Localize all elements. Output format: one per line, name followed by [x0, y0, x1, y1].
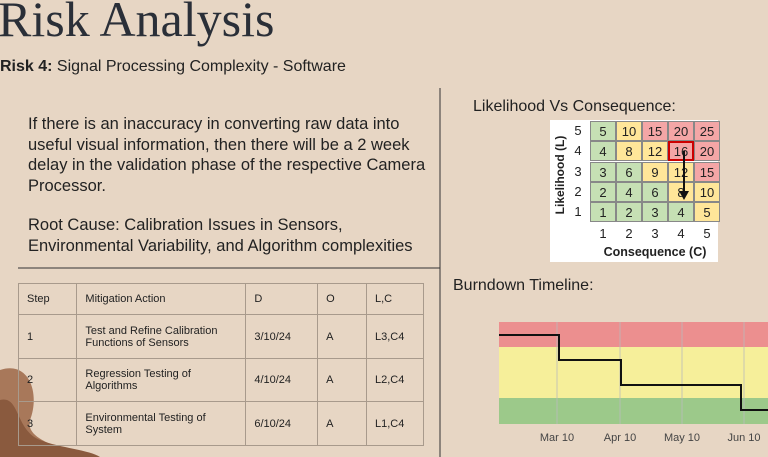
x-tick-label: Apr 10 [603, 432, 637, 444]
table-cell: Environmental Testing of System [76, 401, 247, 446]
matrix-cell: 2 [616, 202, 642, 223]
table-row: 3 Environmental Testing of System 6/10/24 A… [17, 401, 425, 446]
x-tick-label: Mar 10 [539, 432, 575, 444]
table-cell: 3 [17, 401, 78, 446]
matrix-cell: 5 [590, 121, 616, 141]
table-cell: A [317, 314, 367, 359]
matrix-cell: 10 [694, 181, 720, 202]
matrix-cell: 6 [616, 161, 642, 182]
table-cell: 1 [17, 314, 78, 359]
matrix-cell: 12 [642, 141, 668, 162]
x-label: Consequence (C) [603, 245, 707, 259]
subtitle: Risk 4: Signal Processing Complexity - S… [0, 58, 346, 76]
table-cell: Test and Refine Calibration Functions of… [76, 314, 247, 359]
table-cell: L1,C4 [365, 401, 425, 446]
band-low [499, 398, 768, 424]
col-label: 3 [651, 225, 659, 241]
matrix-cell: 25 [694, 121, 720, 141]
matrix-cell: 5 [694, 202, 720, 223]
title: Risk Analysis [0, 0, 275, 47]
col-label: 1 [599, 225, 607, 241]
risk-label: Risk 4: [0, 58, 53, 75]
table-cell: 6/10/24 [245, 401, 319, 446]
matrix-cell: 10 [616, 121, 642, 141]
matrix-title: Likelihood Vs Consequence: [473, 98, 676, 115]
matrix-cell: 1 [590, 202, 616, 223]
matrix-cell: 15 [642, 121, 668, 141]
table-cell: L2,C4 [365, 358, 425, 402]
matrix-cell: 3 [642, 202, 668, 223]
mitigation-table: Step Mitigation Action D O L,C 1 Test and Refi… [17, 283, 425, 446]
row-label: 4 [574, 143, 582, 159]
matrix-cell: 3 [590, 161, 616, 182]
column-header: L,C [365, 283, 425, 315]
risk-name: Signal Processing Complexity - Software [56, 58, 346, 75]
root-cause: Root Cause: Calibration Issues in Sensor… [28, 216, 413, 255]
table-cell: 3/10/24 [245, 314, 319, 359]
column-header: D [245, 283, 319, 315]
matrix-cell: 8 [616, 141, 642, 162]
table-cell: Regression Testing of Algorithms [76, 358, 247, 402]
table-cell: A [317, 401, 367, 446]
col-label: 5 [703, 225, 711, 241]
matrix-cell: 9 [642, 161, 668, 182]
matrix-cell: 15 [694, 161, 720, 182]
col-label: 2 [625, 225, 633, 241]
column-header: Step [17, 283, 78, 315]
matrix-cell: 6 [642, 181, 668, 202]
row-label: 2 [574, 183, 582, 199]
band-medium [499, 347, 768, 398]
x-tick-label: Jun 10 [727, 432, 761, 444]
x-tick-label: May 10 [663, 432, 701, 444]
table-row: 1 Test and Refine Calibration Functions o… [17, 314, 425, 359]
current-highlight [668, 141, 694, 161]
description: If there is an inaccuracy in converting … [28, 115, 426, 195]
header-row: Step Mitigation Action D O L,C [17, 283, 425, 315]
matrix-cell: 4 [668, 202, 694, 223]
matrix-cell: 4 [616, 181, 642, 202]
burndown-title: Burndown Timeline: [453, 277, 594, 294]
matrix-cell: 20 [694, 141, 720, 162]
matrix-cell: 20 [668, 121, 694, 141]
row-label: 3 [574, 163, 582, 179]
col-label: 4 [677, 225, 685, 241]
table-cell: L3,C4 [365, 314, 425, 359]
matrix-cell: 4 [590, 141, 616, 162]
table-row: 2 Regression Testing of Algorithms 4/10/24… [17, 358, 425, 402]
burndown-line [499, 334, 768, 411]
row-label: 5 [574, 123, 582, 138]
column-header: Mitigation Action [76, 283, 247, 315]
matrix-cell: 2 [590, 181, 616, 202]
arrow-head [679, 191, 689, 200]
row-label: 1 [574, 204, 582, 220]
